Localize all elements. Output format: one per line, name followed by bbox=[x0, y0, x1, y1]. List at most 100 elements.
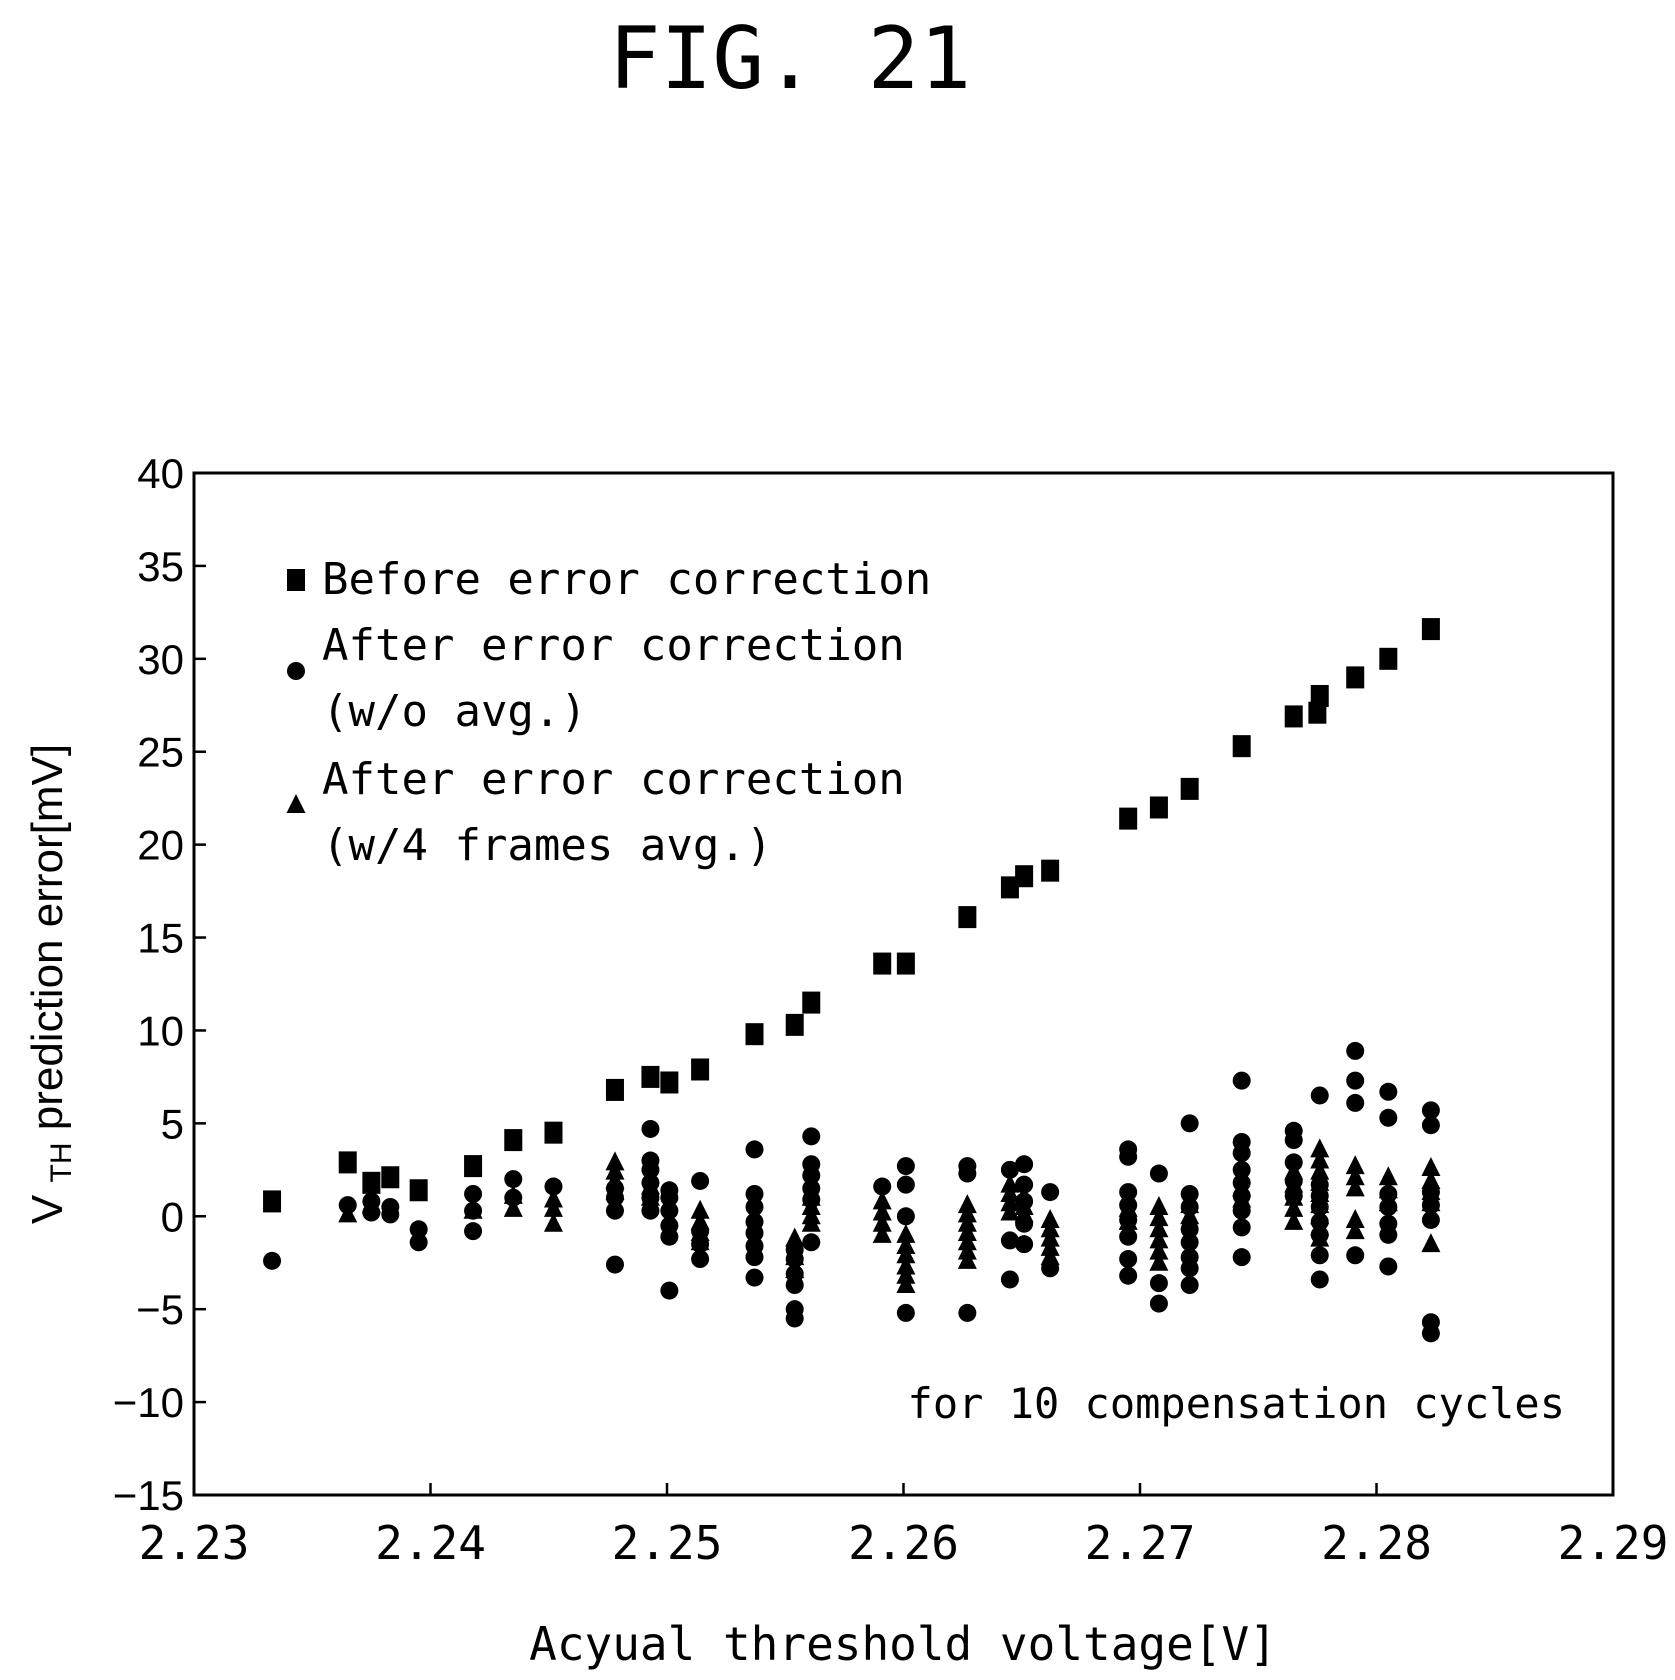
circle-point bbox=[1284, 1153, 1303, 1172]
circle-point bbox=[1149, 1164, 1168, 1183]
circle-point bbox=[1379, 1082, 1398, 1101]
square-point bbox=[1119, 807, 1138, 830]
triangle-point bbox=[1000, 1201, 1020, 1221]
circle-point bbox=[1119, 1210, 1138, 1229]
square-point bbox=[1015, 865, 1034, 888]
square-point bbox=[1149, 796, 1168, 819]
circle-point bbox=[660, 1281, 679, 1300]
y-tick-label: 35 bbox=[137, 543, 184, 590]
square-point bbox=[745, 1023, 764, 1046]
circle-point bbox=[896, 1207, 915, 1226]
circle-point bbox=[691, 1250, 710, 1269]
x-tick-label: 2.28 bbox=[1321, 1516, 1432, 1570]
x-tick-label: 2.23 bbox=[139, 1516, 250, 1570]
triangle-point bbox=[1421, 1169, 1441, 1189]
square-point bbox=[1180, 777, 1199, 800]
y-tick-label: −5 bbox=[136, 1286, 184, 1333]
circle-point bbox=[802, 1127, 821, 1146]
data-points bbox=[263, 618, 1441, 1343]
circle-point bbox=[1119, 1196, 1138, 1215]
triangle-point bbox=[1310, 1149, 1330, 1169]
triangle-point bbox=[1149, 1229, 1169, 1249]
triangle-point bbox=[543, 1188, 563, 1208]
square-point bbox=[641, 1065, 660, 1088]
circle-point bbox=[1015, 1192, 1034, 1211]
x-tick-label: 2.26 bbox=[848, 1516, 959, 1570]
triangle-point bbox=[1345, 1166, 1365, 1186]
circle-point bbox=[362, 1192, 381, 1211]
triangle-point bbox=[690, 1199, 710, 1219]
circle-point bbox=[1346, 1093, 1365, 1112]
circle-point bbox=[1119, 1183, 1138, 1202]
circle-point bbox=[745, 1184, 764, 1203]
triangle-point bbox=[872, 1223, 892, 1243]
circle-point bbox=[1119, 1250, 1138, 1269]
triangle-point bbox=[1421, 1233, 1441, 1253]
legend-marker-square bbox=[287, 569, 305, 591]
y-axis-label-subscript: TH bbox=[45, 1143, 78, 1183]
circle-point bbox=[1015, 1175, 1034, 1194]
circle-point bbox=[1119, 1266, 1138, 1285]
circle-point bbox=[1379, 1108, 1398, 1127]
circle-point bbox=[464, 1201, 483, 1220]
circle-point bbox=[1232, 1186, 1251, 1205]
square-point bbox=[802, 991, 821, 1014]
square-point bbox=[1308, 701, 1327, 724]
circle-point bbox=[464, 1184, 483, 1203]
circle-point bbox=[1310, 1225, 1329, 1244]
circle-point bbox=[1119, 1227, 1138, 1246]
circle-point bbox=[660, 1216, 679, 1235]
series-triangle bbox=[338, 1138, 1441, 1294]
circle-point bbox=[1180, 1259, 1199, 1278]
circle-point bbox=[1232, 1201, 1251, 1220]
y-tick-label: 25 bbox=[137, 729, 184, 776]
circle-point bbox=[1310, 1246, 1329, 1265]
circle-point bbox=[1149, 1274, 1168, 1293]
figure-label: FIG. 21 bbox=[609, 9, 971, 109]
circle-point bbox=[785, 1276, 804, 1295]
square-point bbox=[381, 1166, 400, 1189]
circle-point bbox=[660, 1181, 679, 1200]
circle-point bbox=[1310, 1270, 1329, 1289]
circle-point bbox=[691, 1235, 710, 1254]
circle-point bbox=[1421, 1183, 1440, 1202]
series-circle bbox=[263, 1041, 1440, 1343]
circle-point bbox=[1310, 1197, 1329, 1216]
circle-point bbox=[1180, 1276, 1199, 1295]
triangle-point bbox=[957, 1249, 977, 1269]
square-point bbox=[1379, 647, 1398, 670]
circle-point bbox=[1180, 1197, 1199, 1216]
series-square bbox=[263, 618, 1440, 1213]
circle-point bbox=[1421, 1101, 1440, 1120]
circle-point bbox=[381, 1197, 400, 1216]
triangle-point bbox=[543, 1212, 563, 1232]
circle-point bbox=[504, 1170, 523, 1189]
y-tick-label: 40 bbox=[137, 450, 184, 497]
square-point bbox=[691, 1058, 710, 1081]
circle-point bbox=[1379, 1257, 1398, 1276]
triangle-point bbox=[1040, 1246, 1060, 1266]
legend-label: After error correction bbox=[322, 754, 905, 805]
square-point bbox=[660, 1071, 679, 1094]
circle-point bbox=[745, 1197, 764, 1216]
circle-point bbox=[263, 1251, 282, 1270]
x-tick-label: 2.29 bbox=[1558, 1516, 1669, 1570]
circle-point bbox=[641, 1119, 660, 1138]
circle-point bbox=[958, 1303, 977, 1322]
square-point bbox=[1310, 684, 1329, 707]
circle-point bbox=[1015, 1235, 1034, 1254]
square-point bbox=[1284, 705, 1303, 728]
circle-point bbox=[409, 1220, 428, 1239]
square-point bbox=[1000, 876, 1019, 899]
circle-point bbox=[1421, 1210, 1440, 1229]
square-point bbox=[605, 1078, 624, 1101]
square-point bbox=[1421, 618, 1440, 641]
triangle-point bbox=[1345, 1208, 1365, 1228]
y-tick-label: 30 bbox=[137, 636, 184, 683]
triangle-point bbox=[1149, 1251, 1169, 1271]
axis-ticks: 2.23 2.24 2.25 2.26 2.27 2.28 2.29 40 35 30 25 20 15… bbox=[113, 450, 1669, 1570]
triangle-point bbox=[1345, 1177, 1365, 1197]
circle-point bbox=[1284, 1171, 1303, 1190]
square-point bbox=[896, 952, 915, 975]
